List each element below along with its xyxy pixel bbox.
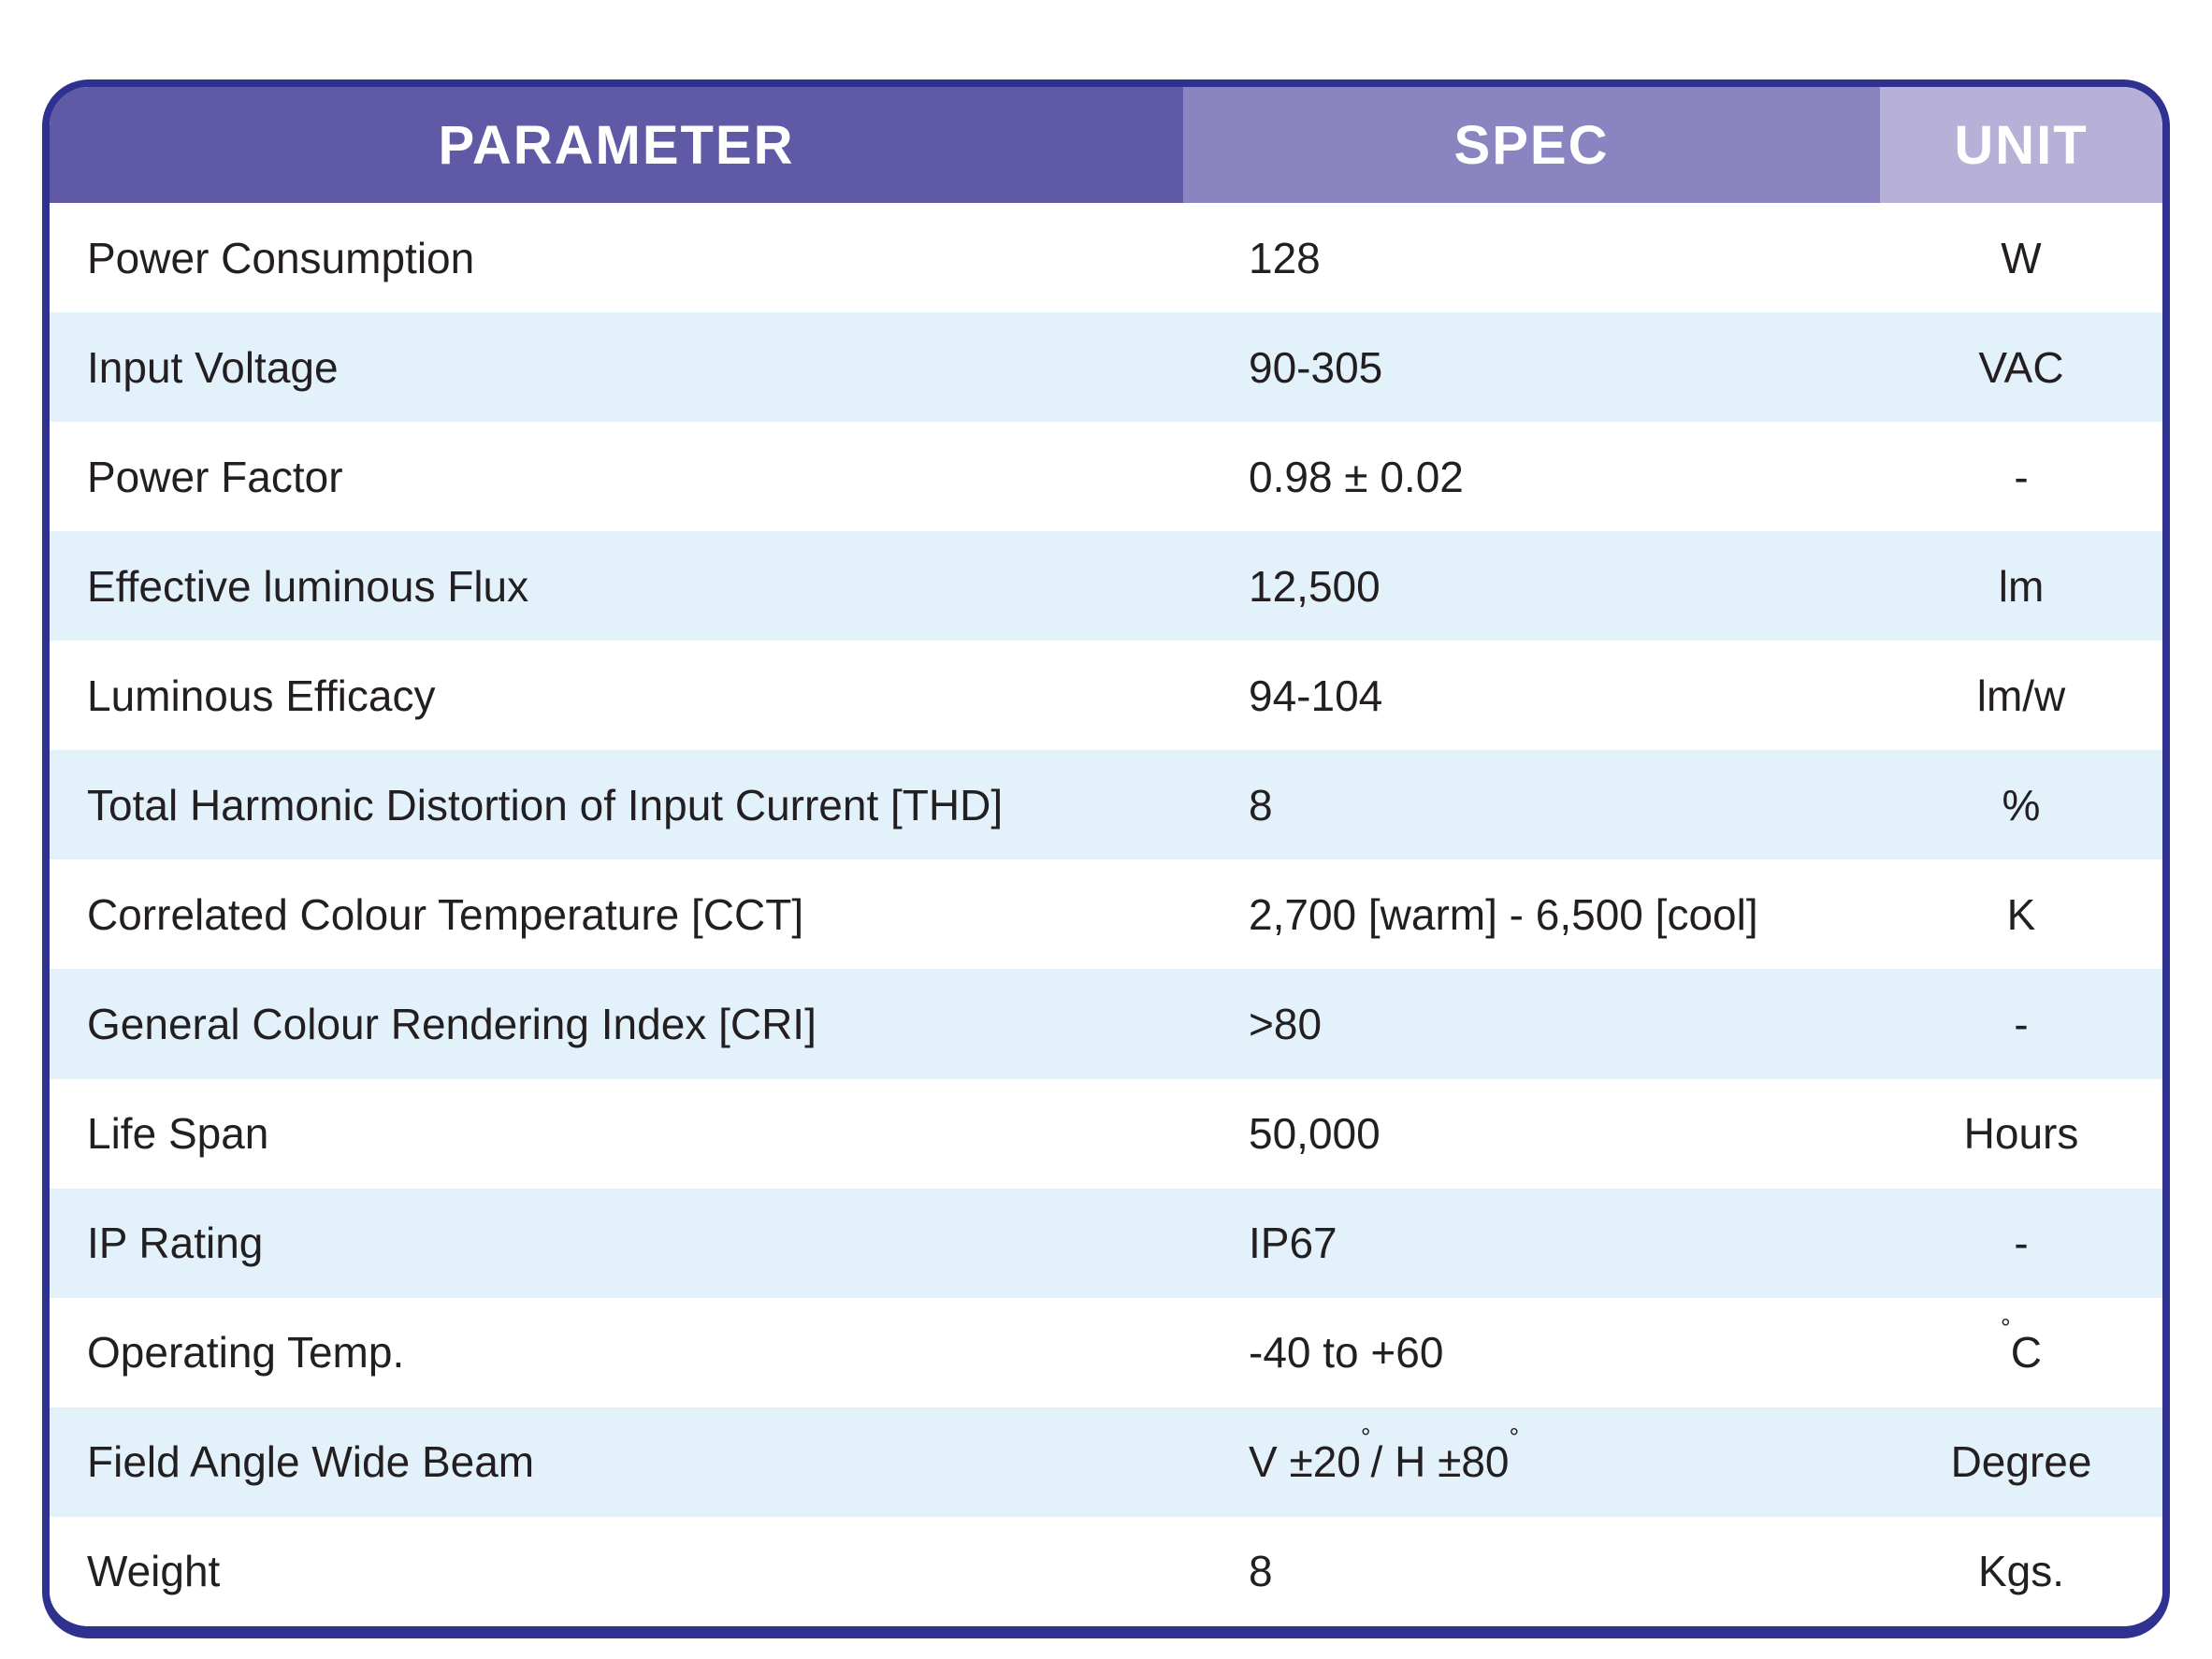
parameter-cell: Input Voltage (50, 312, 1183, 423)
table-row: Operating Temp. -40 to +60 °C (50, 1297, 2162, 1407)
spec-cell: 8 (1183, 1516, 1880, 1626)
table-header-row: PARAMETER SPEC UNIT (50, 87, 2162, 203)
parameter-cell: Life Span (50, 1078, 1183, 1189)
table-row: Weight 8 Kgs. (50, 1516, 2162, 1626)
unit-cell: - (1880, 969, 2162, 1079)
spec-cell: 8 (1183, 750, 1880, 860)
spec-cell: 50,000 (1183, 1078, 1880, 1189)
unit-cell: - (1880, 422, 2162, 532)
unit-cell: W (1880, 203, 2162, 313)
table-row: Life Span 50,000 Hours (50, 1078, 2162, 1189)
unit-cell: % (1880, 750, 2162, 860)
column-header-spec: SPEC (1183, 87, 1880, 203)
table-row: Luminous Efficacy 94-104 lm/w (50, 641, 2162, 751)
parameter-cell: Total Harmonic Distortion of Input Curre… (50, 750, 1183, 860)
table-row: Total Harmonic Distortion of Input Curre… (50, 750, 2162, 860)
spec-cell: >80 (1183, 969, 1880, 1079)
parameter-cell: IP Rating (50, 1188, 1183, 1298)
parameter-cell: Power Consumption (50, 203, 1183, 313)
spec-cell: 12,500 (1183, 531, 1880, 642)
spec-table: PARAMETER SPEC UNIT Power Consumption 12… (50, 87, 2162, 1626)
parameter-cell: Luminous Efficacy (50, 641, 1183, 751)
spec-cell: 94-104 (1183, 641, 1880, 751)
column-header-parameter: PARAMETER (50, 87, 1183, 203)
parameter-cell: Field Angle Wide Beam (50, 1407, 1183, 1517)
spec-cell: -40 to +60 (1183, 1297, 1880, 1407)
spec-cell: 128 (1183, 203, 1880, 313)
table-row: Input Voltage 90-305 VAC (50, 312, 2162, 423)
spec-cell: 0.98 ± 0.02 (1183, 422, 1880, 532)
table-row: Power Consumption 128 W (50, 203, 2162, 313)
parameter-cell: Operating Temp. (50, 1297, 1183, 1407)
unit-cell: lm (1880, 531, 2162, 642)
spec-table-card: PARAMETER SPEC UNIT Power Consumption 12… (42, 79, 2170, 1638)
parameter-cell: Weight (50, 1516, 1183, 1626)
spec-cell: 90-305 (1183, 312, 1880, 423)
spec-cell: IP67 (1183, 1188, 1880, 1298)
column-header-unit: UNIT (1880, 87, 2162, 203)
parameter-cell: General Colour Rendering Index [CRI] (50, 969, 1183, 1079)
unit-cell: Kgs. (1880, 1516, 2162, 1626)
table-row: Field Angle Wide Beam V ±20°/ H ±80° Deg… (50, 1407, 2162, 1517)
table-row: IP Rating IP67 - (50, 1188, 2162, 1298)
parameter-cell: Power Factor (50, 422, 1183, 532)
parameter-cell: Correlated Colour Temperature [CCT] (50, 859, 1183, 970)
spec-cell: V ±20°/ H ±80° (1183, 1407, 1880, 1517)
unit-cell: Degree (1880, 1407, 2162, 1517)
unit-cell: lm/w (1880, 641, 2162, 751)
unit-cell: K (1880, 859, 2162, 970)
unit-cell: VAC (1880, 312, 2162, 423)
unit-cell: °C (1880, 1297, 2162, 1407)
table-row: Power Factor 0.98 ± 0.02 - (50, 422, 2162, 532)
unit-cell: Hours (1880, 1078, 2162, 1189)
unit-cell: - (1880, 1188, 2162, 1298)
table-row: General Colour Rendering Index [CRI] >80… (50, 969, 2162, 1079)
spec-cell: 2,700 [warm] - 6,500 [cool] (1183, 859, 1880, 970)
parameter-cell: Effective luminous Flux (50, 531, 1183, 642)
table-row: Correlated Colour Temperature [CCT] 2,70… (50, 859, 2162, 970)
table-row: Effective luminous Flux 12,500 lm (50, 531, 2162, 642)
